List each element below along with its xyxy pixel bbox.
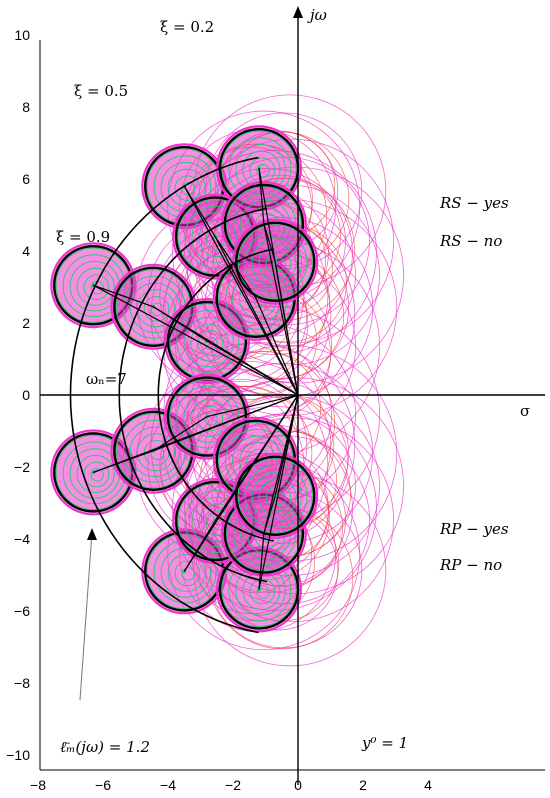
- zeta-label-0: ξ = 0.2: [160, 18, 214, 36]
- pole-disc-ring: [190, 323, 229, 362]
- zeta-ray: [274, 394, 299, 496]
- zeta-ray: [263, 223, 299, 396]
- pole-disc: [166, 376, 248, 457]
- pole-disc-ring: [204, 336, 218, 351]
- pole-link: [183, 185, 216, 237]
- pole-link: [263, 223, 276, 262]
- x-tick-label: −2: [225, 777, 241, 793]
- pole-disc-ring: [176, 310, 240, 373]
- x-tick-label: −4: [160, 777, 176, 793]
- radius-pointer-arrow-icon: [87, 528, 97, 540]
- zeta-label-2: ξ = 0.9: [56, 228, 110, 246]
- y-tick-label: 4: [22, 243, 30, 259]
- pole-disc-ring: [181, 567, 195, 581]
- pole-link: [153, 416, 208, 452]
- zeta-ray: [153, 394, 299, 452]
- y-tick-label: 8: [22, 99, 30, 115]
- pole-disc-ring: [183, 392, 234, 443]
- pole-disc-ring: [251, 471, 303, 523]
- zeta-ray: [92, 284, 299, 396]
- y-tick-label: 0: [22, 387, 30, 403]
- pole-disc-ring: [190, 399, 229, 438]
- omega-label: ωₙ=7: [86, 370, 127, 388]
- pole-disc-ring: [197, 330, 224, 356]
- y-tick-label: −8: [14, 675, 30, 691]
- y-tick-label: −10: [6, 747, 30, 763]
- pole-discs-layer: [50, 125, 319, 633]
- pole-link: [93, 284, 154, 308]
- xlabel: σ: [520, 402, 530, 420]
- pole-disc-ring: [136, 433, 175, 472]
- pole-disc-ring: [150, 302, 165, 316]
- x-tick-label: 4: [424, 777, 432, 793]
- pole-disc-ring: [256, 164, 270, 178]
- pole-link: [153, 306, 208, 342]
- pole-disc-ring: [167, 553, 206, 592]
- pole-link: [263, 495, 276, 534]
- pole-disc: [235, 455, 316, 536]
- pole-disc-ring: [258, 244, 297, 283]
- pole-disc-ring: [76, 454, 115, 493]
- x-tick-label: 2: [359, 777, 367, 793]
- pole-link: [214, 236, 257, 299]
- zeta-ray: [206, 340, 299, 396]
- annotations: jω σ ξ = 0.2 ξ = 0.5 ξ = 0.9 ωₙ=7 ℓ̄ₘ(jω…: [56, 6, 530, 756]
- y-tick-label: 10: [14, 27, 30, 43]
- pole-link: [183, 520, 216, 572]
- y-tick-label: −6: [14, 603, 30, 619]
- pole-disc-ring: [181, 182, 195, 196]
- y-tick-label: −2: [14, 459, 30, 475]
- zeta-ray: [255, 394, 299, 461]
- zeta-ray: [274, 261, 299, 396]
- zeta-ray: [258, 394, 299, 590]
- pole-disc-ring: [244, 230, 308, 294]
- pole-disc-ring: [265, 250, 292, 277]
- zeta-ray: [183, 185, 299, 396]
- zeta-label-1: ξ = 0.5: [74, 82, 128, 100]
- pole-disc-ring: [129, 426, 181, 478]
- pole-disc-ring: [76, 267, 115, 306]
- pole-disc-ring: [265, 484, 292, 511]
- pole-link: [93, 450, 154, 473]
- legend-rp-no: RP − no: [439, 556, 502, 574]
- pole-link: [258, 533, 265, 590]
- pole-disc-ring: [143, 295, 170, 322]
- pole-disc-ring: [174, 175, 201, 202]
- pole-disc-ring: [197, 405, 224, 432]
- x-tick-label: −6: [95, 777, 111, 793]
- pole-disc-ring: [183, 316, 234, 368]
- pole-disc-ring: [174, 560, 201, 587]
- zeta-ray: [206, 394, 299, 418]
- pole-disc-ring: [249, 578, 276, 605]
- axes: [39, 6, 545, 785]
- pole-link: [258, 168, 265, 225]
- legend-rs-no: RS − no: [439, 232, 502, 250]
- y-tick-label: 6: [22, 171, 30, 187]
- pole-disc-ring: [150, 446, 165, 460]
- x-tick-label: 0: [294, 777, 302, 793]
- radius-label: ℓ̄ₘ(jω) = 1.2: [60, 738, 150, 756]
- zeta-ray: [255, 297, 299, 396]
- ylabel: jω: [307, 6, 327, 24]
- radius-pointer: [79, 531, 93, 701]
- pole-disc-ring: [90, 468, 104, 482]
- y-tick-label: 2: [22, 315, 30, 331]
- zeta-ray: [214, 236, 299, 396]
- pole-disc-ring: [256, 585, 270, 599]
- pole-disc-ring: [272, 257, 286, 271]
- y0-label: y⁰ = 1: [361, 734, 408, 752]
- pole-disc-ring: [169, 379, 245, 455]
- y-axis-arrow-icon: [293, 6, 303, 18]
- x-tick-label: −8: [30, 777, 46, 793]
- legend-rp-yes: RP − yes: [439, 520, 509, 538]
- pole-link: [214, 459, 257, 522]
- pole-disc-ring: [83, 274, 110, 301]
- legend-rs-yes: RS − yes: [439, 194, 509, 212]
- pole-disc-ring: [244, 464, 308, 528]
- pole-disc-ring: [204, 412, 218, 426]
- y-tick-label: −4: [14, 531, 30, 547]
- pole-disc-ring: [237, 458, 313, 534]
